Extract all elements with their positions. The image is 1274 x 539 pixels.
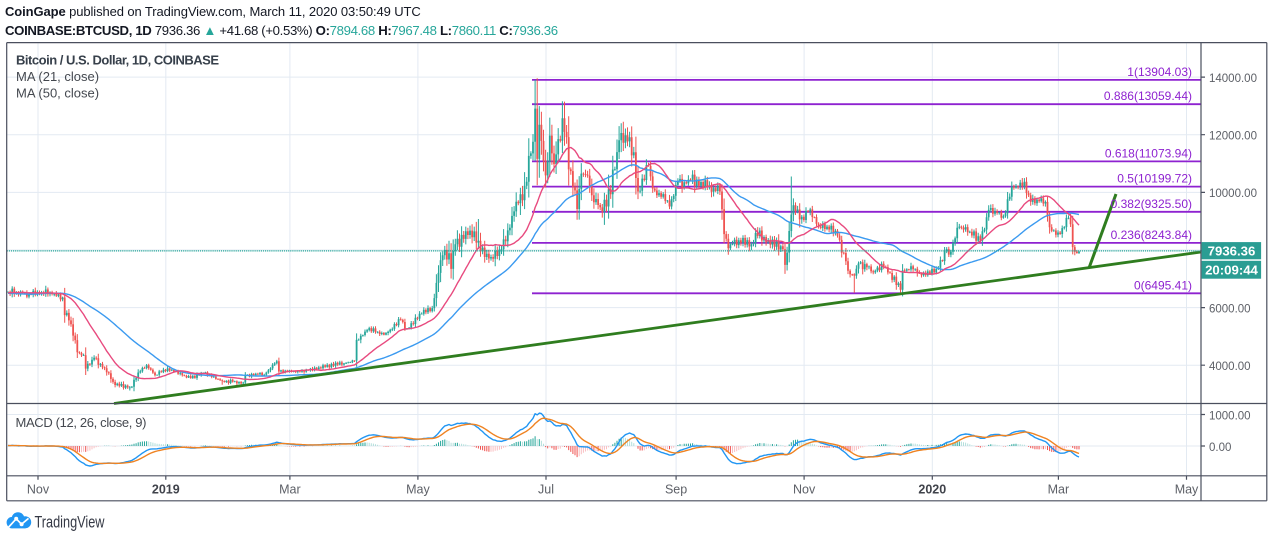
svg-text:1000.00: 1000.00	[1209, 410, 1251, 422]
svg-text:2019: 2019	[152, 483, 180, 497]
svg-text:Mar: Mar	[279, 483, 301, 497]
svg-text:10000.00: 10000.00	[1209, 188, 1257, 200]
svg-text:20:09:44: 20:09:44	[1205, 263, 1258, 278]
svg-text:Jul: Jul	[538, 483, 554, 497]
svg-text:COINBASE:BTCUSD, 1D 7936.36 ▲: COINBASE:BTCUSD, 1D 7936.36 ▲ +41.68 (+0…	[5, 23, 558, 38]
svg-text:2020: 2020	[918, 483, 946, 497]
svg-text:6000.00: 6000.00	[1209, 303, 1251, 315]
svg-text:7936.36: 7936.36	[1208, 243, 1256, 258]
svg-text:0.886(13059.44): 0.886(13059.44)	[1104, 89, 1192, 103]
svg-text:May: May	[1175, 483, 1199, 497]
svg-text:0(6495.41): 0(6495.41)	[1134, 278, 1192, 292]
svg-text:0.236(8243.84): 0.236(8243.84)	[1111, 228, 1192, 242]
svg-text:0.5(10199.72): 0.5(10199.72)	[1117, 172, 1192, 186]
svg-text:MA (21, close): MA (21, close)	[16, 69, 99, 84]
svg-text:CoinGape published on TradingV: CoinGape published on TradingView.com, M…	[5, 4, 421, 19]
svg-text:1(13904.03): 1(13904.03)	[1127, 65, 1192, 79]
svg-text:4000.00: 4000.00	[1209, 361, 1251, 373]
svg-text:Sep: Sep	[665, 483, 687, 497]
svg-text:TradingView: TradingView	[35, 512, 106, 531]
svg-text:12000.00: 12000.00	[1209, 131, 1257, 143]
svg-text:0.618(11073.94): 0.618(11073.94)	[1105, 146, 1192, 160]
svg-text:MA (50, close): MA (50, close)	[16, 86, 99, 101]
svg-text:Nov: Nov	[793, 483, 816, 497]
svg-text:0.382(9325.50): 0.382(9325.50)	[1111, 197, 1192, 211]
svg-text:Mar: Mar	[1048, 483, 1070, 497]
svg-text:0.00: 0.00	[1209, 442, 1231, 454]
svg-text:14000.00: 14000.00	[1209, 73, 1257, 85]
svg-text:Bitcoin / U.S. Dollar, 1D, COI: Bitcoin / U.S. Dollar, 1D, COINBASE	[16, 53, 219, 68]
svg-text:MACD (12, 26, close, 9): MACD (12, 26, close, 9)	[16, 415, 147, 430]
svg-text:Nov: Nov	[27, 483, 50, 497]
svg-text:May: May	[406, 483, 430, 497]
